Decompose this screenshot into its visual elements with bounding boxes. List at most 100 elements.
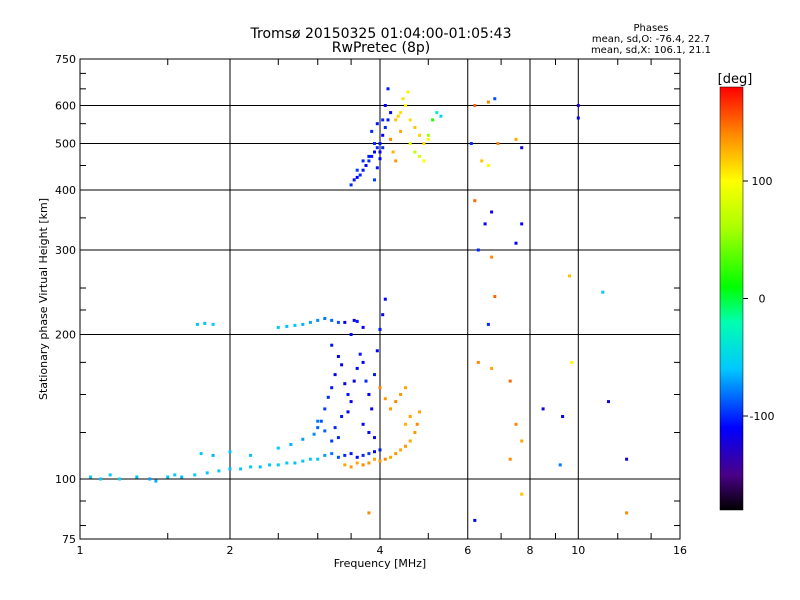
data-point [373,436,376,440]
data-point [473,518,477,522]
y-tick-label: 750 [55,53,76,66]
data-point [285,324,289,328]
data-point [340,415,344,418]
data-point [346,410,350,414]
y-tick-label: 200 [55,329,76,342]
data-point [361,325,365,329]
colorbar-tick-label: 0 [759,293,766,306]
colorbar-label: [deg] [718,72,753,87]
data-point [316,419,320,423]
data-point [408,142,412,145]
data-point [205,471,209,475]
data-point [476,248,480,252]
data-point [118,477,121,481]
data-point [383,104,387,107]
data-point [378,157,382,161]
y-tick-label: 600 [55,100,76,113]
data-point [349,333,353,336]
data-point [301,437,305,441]
data-point [389,455,393,459]
data-point [180,475,184,479]
data-point [326,395,330,399]
data-point [389,111,393,115]
data-point [199,452,203,456]
data-point [361,463,365,467]
colorbar-tick-label: -100 [750,410,775,423]
data-point [469,142,473,145]
data-point [561,415,565,418]
data-point [276,325,280,329]
data-point [89,475,93,479]
data-point [415,422,419,426]
data-point [258,465,262,469]
data-point [349,400,353,404]
data-point [625,511,629,515]
plot-frame [79,58,681,540]
data-point [336,320,340,324]
data-point [520,222,524,226]
y-axis-label: Stationary phase Virtual Height [km] [37,198,50,400]
data-point [383,457,387,461]
data-point [373,450,376,454]
data-point [373,178,376,182]
colorbar-tick-label: 100 [752,175,773,188]
data-point [352,379,356,383]
data-point [378,327,382,331]
data-point [166,475,170,479]
data-point [378,142,382,145]
data-point [394,400,398,404]
data-point [558,463,562,467]
data-point [361,360,365,364]
phases-label: Phases [633,23,669,34]
data-point [413,431,417,434]
x-tick-label: 4 [377,544,384,557]
data-point [367,159,371,163]
data-point [386,118,390,122]
data-point [349,452,353,456]
data-point [108,473,112,477]
x-tick-label: 16 [673,544,687,557]
data-point [268,463,271,467]
data-point [217,469,221,473]
data-point [336,355,340,358]
data-point [375,146,379,150]
data-point [375,349,379,353]
data-point [404,422,407,426]
data-point [476,360,480,364]
data-point [355,455,359,459]
data-point [486,100,490,104]
data-point [378,150,382,154]
data-point [394,159,398,163]
data-point [389,137,393,141]
data-point [316,318,320,322]
data-point [541,407,545,411]
data-point [367,393,371,396]
data-point [373,457,376,461]
data-point [625,457,629,461]
data-point [381,146,385,150]
data-point [373,150,376,154]
data-point [336,455,340,459]
data-point [373,373,376,377]
data-point [383,397,387,401]
phase-stat-x: mean, sd,X: 106.1, 21.1 [590,45,712,56]
data-point [391,150,395,154]
grid-lines [80,59,680,539]
data-point [346,393,350,396]
data-point [473,199,477,203]
data-point [389,407,393,411]
data-point [308,457,312,461]
data-point [211,453,215,457]
data-point [480,159,484,163]
y-tick-label: 400 [55,184,76,197]
data-point [239,467,243,471]
data-point [426,137,430,141]
data-point [367,452,371,456]
x-axis-label: Frequency [MHz] [334,557,426,570]
data-point [352,178,356,182]
x-tick-label: 8 [527,544,534,557]
data-point [333,373,337,377]
data-point [285,461,289,465]
data-point [343,320,347,324]
data-point [396,114,400,118]
